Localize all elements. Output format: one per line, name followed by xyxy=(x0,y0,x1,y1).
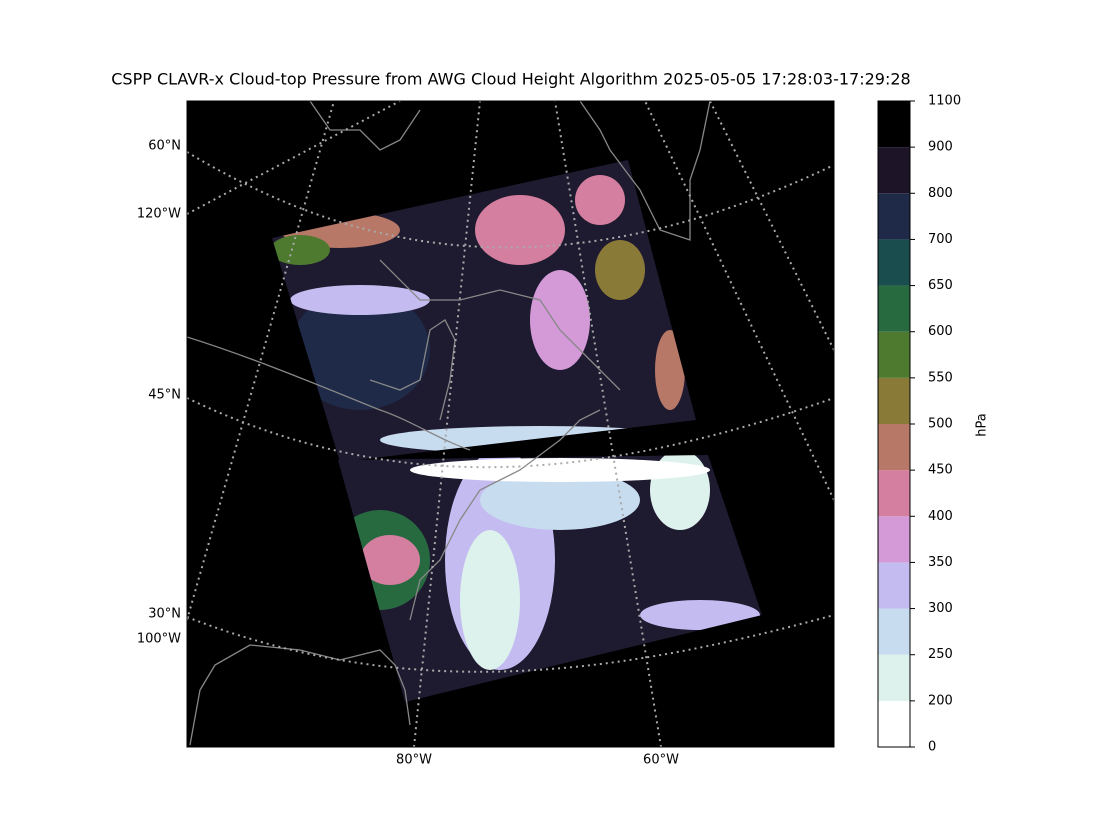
colorbar-bin xyxy=(878,608,910,655)
colorbar-bin xyxy=(878,101,910,148)
map xyxy=(187,101,834,747)
colorbar-tick-label: 900 xyxy=(928,140,953,155)
lon-label: 120°W xyxy=(137,207,181,222)
colorbar: 0 200 250 300 350 400 450 500 550 600 650 700 800 900… xyxy=(877,94,961,755)
lon-label: 100°W xyxy=(137,632,181,647)
colorbar-tick-label: 200 xyxy=(928,693,953,708)
coastlines xyxy=(187,101,711,746)
colorbar-bin xyxy=(878,654,910,701)
colorbar-tick-label: 550 xyxy=(928,370,953,385)
colorbar-tick-label: 650 xyxy=(928,278,953,293)
colorbar-bin xyxy=(878,516,910,563)
colorbar-tick-label: 1100 xyxy=(928,94,961,109)
lat-label: 60°N xyxy=(148,139,181,154)
swath-south xyxy=(338,455,762,702)
colorbar-tick-label: 350 xyxy=(928,555,953,570)
colorbar-tick-label: 700 xyxy=(928,232,953,247)
colorbar-tick-label: 400 xyxy=(928,509,953,524)
colorbar-bin xyxy=(878,239,910,286)
colorbar-tick-label: 0 xyxy=(928,740,936,755)
lon-label: 60°W xyxy=(643,753,679,768)
colorbar-tick-label: 500 xyxy=(928,417,953,432)
colorbar-bin xyxy=(878,377,910,424)
colorbar-tick-label: 600 xyxy=(928,324,953,339)
colorbar-bin xyxy=(878,331,910,378)
lat-label: 30°N xyxy=(148,607,181,622)
colorbar-bin xyxy=(878,424,910,471)
lat-label: 45°N xyxy=(148,388,181,403)
colorbar-label: hPa xyxy=(975,413,990,436)
colorbar-tick-label: 300 xyxy=(928,601,953,616)
map-frame xyxy=(186,100,835,748)
lon-label: 80°W xyxy=(396,753,432,768)
colorbar-bin xyxy=(878,193,910,240)
colorbar-tick-label: 250 xyxy=(928,647,953,662)
colorbar-bin xyxy=(878,562,910,609)
colorbar-bin xyxy=(878,470,910,517)
colorbar-bin xyxy=(878,147,910,194)
title: CSPP CLAVR-x Cloud-top Pressure from AWG… xyxy=(111,70,910,89)
colorbar-bin xyxy=(878,700,910,747)
colorbar-tick-label: 800 xyxy=(928,186,953,201)
graticule xyxy=(187,101,834,747)
colorbar-bin xyxy=(878,285,910,332)
colorbar-tick-label: 450 xyxy=(928,463,953,478)
